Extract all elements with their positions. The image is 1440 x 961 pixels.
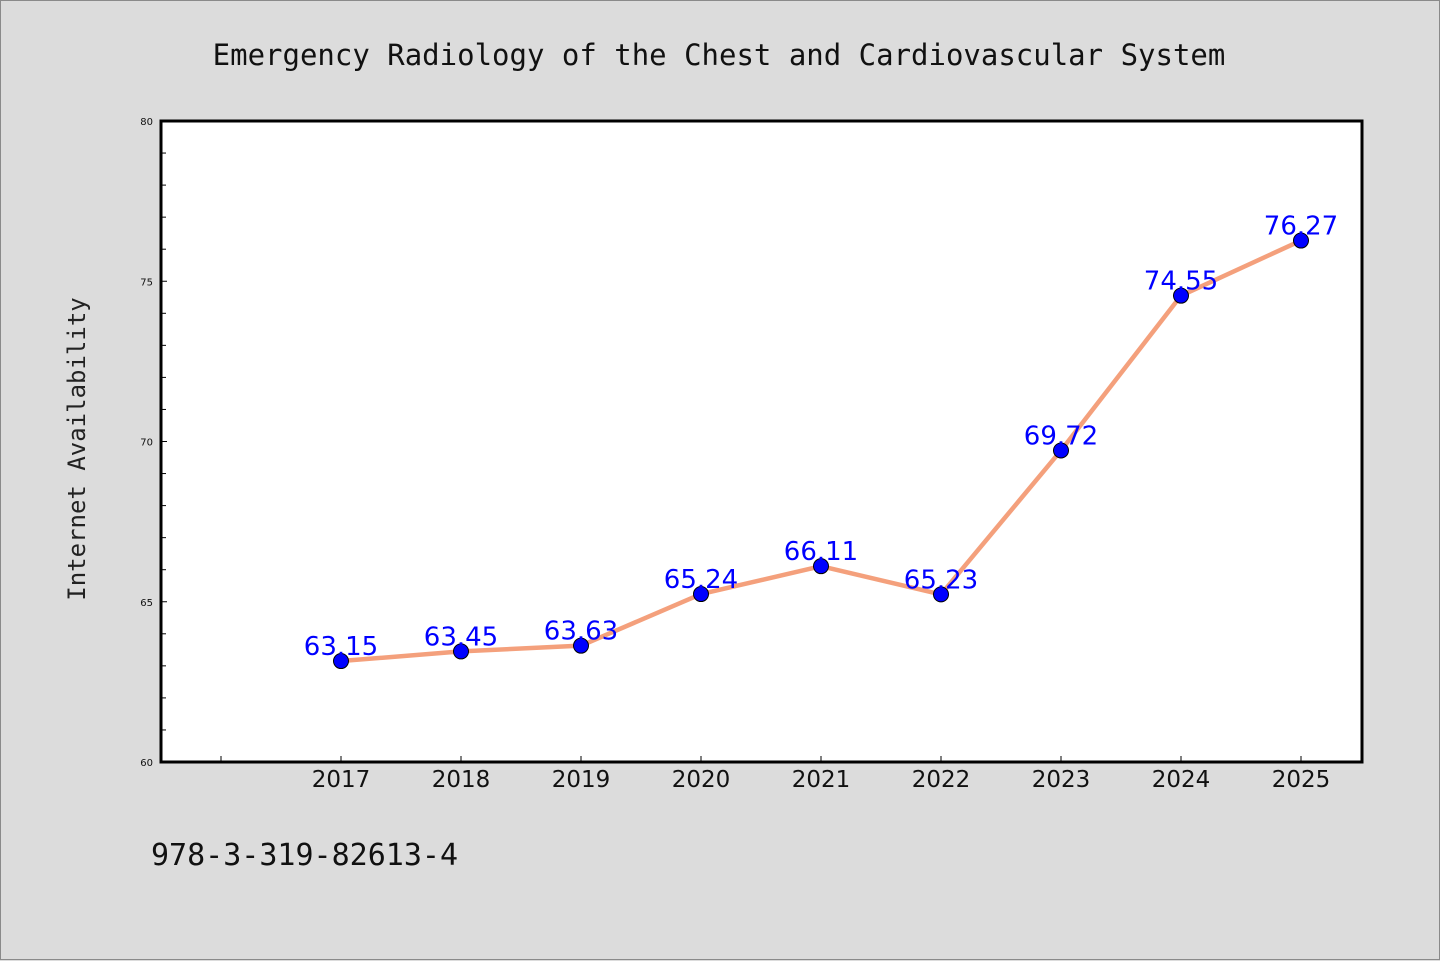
data-label: 66.11 [784,537,858,567]
data-label: 76.27 [1264,212,1338,242]
y-tick-label: 60 [140,758,153,769]
y-axis: 60 65 70 75 80 [140,117,167,769]
x-tick-label: 2023 [1032,767,1091,793]
data-point [1053,442,1069,459]
data-point [1173,287,1189,304]
x-tick-label: 2019 [552,767,611,793]
x-tick-label: 2024 [1152,767,1211,793]
y-tick-label: 80 [140,117,153,128]
x-tick-label: 2018 [432,767,491,793]
data-label: 65.23 [904,565,978,595]
plot-area [159,119,1364,764]
data-label: 63.45 [424,622,498,652]
x-tick-label: 2020 [672,767,731,793]
data-point [1293,232,1309,249]
y-tick-label: 75 [140,277,153,288]
data-label: 69.72 [1024,421,1098,451]
chart-title: Emergency Radiology of the Chest and Car… [213,38,1226,72]
y-tick-label: 65 [140,598,153,609]
x-tick-label: 2021 [792,767,851,793]
data-point [933,586,949,603]
x-tick-label: 2022 [912,767,971,793]
data-point [693,586,709,603]
data-point [453,643,469,660]
isbn-text: 978-3-319-82613-4 [151,838,458,873]
data-point [813,558,829,575]
data-label: 74.55 [1144,267,1218,297]
data-label: 63.15 [304,632,378,662]
data-label: 65.24 [664,565,738,595]
series-group: 63.15 63.45 63.63 65.24 66.11 65.23 69.72 74.55… [304,212,1338,670]
x-tick-label: 2017 [312,767,371,793]
x-tick-label: 2025 [1272,767,1331,793]
x-axis: 2017 2018 2019 2020 2021 2022 2023 2024 2025 [220,756,1331,793]
data-label: 63.63 [544,617,618,647]
y-tick-label: 70 [140,438,153,449]
data-point [333,653,349,670]
y-axis-label: Internet Availability [63,297,91,600]
data-point [573,637,589,654]
